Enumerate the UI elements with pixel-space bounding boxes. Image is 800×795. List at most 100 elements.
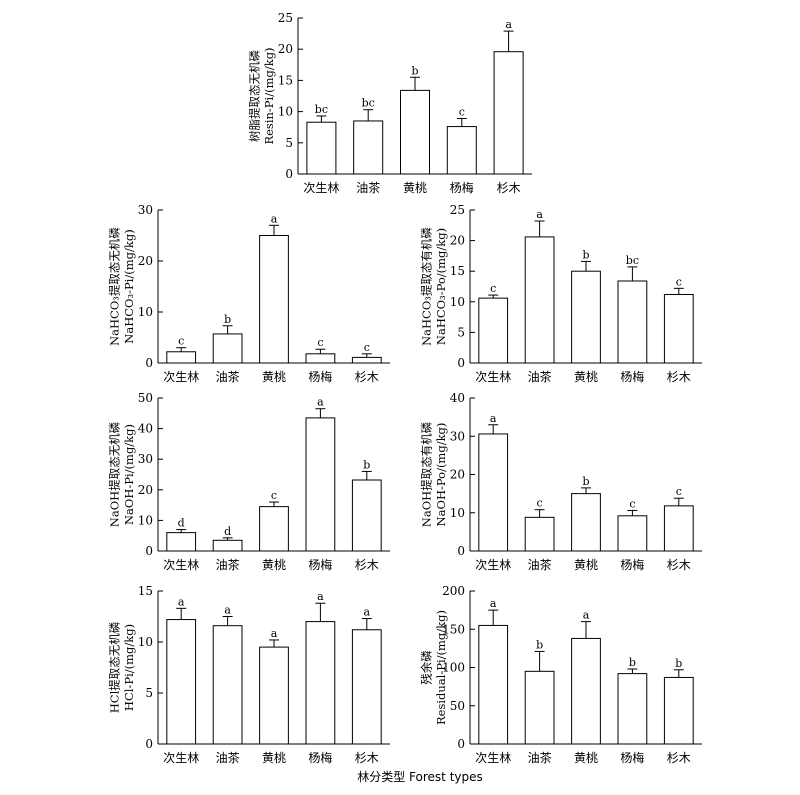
x-tick-label: 杨梅 bbox=[450, 180, 474, 195]
y-tick-label: 30 bbox=[138, 452, 153, 466]
y-tick-label: 0 bbox=[457, 544, 465, 558]
bar bbox=[353, 120, 384, 175]
bar bbox=[166, 351, 197, 364]
chart-panel-2: 0 10 20 30 c 次生林 b 油茶 a 黄桃 c 杨梅 c 杉木 NaHCO₃提取态无机磷NaHCO… bbox=[108, 203, 390, 384]
x-tick-label: 黄桃 bbox=[262, 369, 286, 384]
bar bbox=[663, 505, 694, 552]
y-tick-label: 10 bbox=[278, 105, 293, 119]
x-tick-label: 次生林 bbox=[475, 558, 511, 572]
y-axis-title-en: HCl-Pi/(mg/kg) bbox=[122, 624, 136, 711]
bar bbox=[617, 673, 648, 745]
bar bbox=[478, 297, 509, 364]
y-axis-title: NaOH提取态无机磷NaOH-Pi/(mg/kg) bbox=[108, 421, 136, 527]
y-tick-label: 0 bbox=[457, 356, 465, 370]
y-axis-title: NaHCO₃提取态无机磷NaHCO₃-Pi/(mg/kg) bbox=[108, 227, 136, 346]
bar bbox=[212, 539, 243, 552]
y-tick-label: 5 bbox=[285, 136, 293, 150]
bar bbox=[166, 619, 197, 745]
significance-letter: c bbox=[178, 335, 184, 348]
y-axis-title-cn: 树脂提取态无机磷 bbox=[248, 50, 262, 142]
y-tick-label: 50 bbox=[138, 391, 153, 405]
bar bbox=[493, 51, 524, 175]
x-tick-label: 杨梅 bbox=[308, 750, 332, 765]
bar bbox=[478, 624, 509, 745]
x-axis-title: 林分类型 Forest types bbox=[357, 770, 483, 784]
significance-letter: a bbox=[271, 627, 278, 640]
significance-letter: b bbox=[224, 313, 231, 326]
chart-panel-4: 0 10 20 30 40 50 d 次生林 d 油茶 c 黄桃 a 杨梅 b 杉木 NaOH提取态无机磷NaO… bbox=[108, 391, 390, 572]
y-tick-label: 20 bbox=[278, 42, 293, 56]
x-tick-label: 黄桃 bbox=[574, 557, 598, 572]
significance-letter: c bbox=[490, 282, 496, 295]
y-tick-label: 0 bbox=[145, 356, 153, 370]
y-tick-label: 20 bbox=[138, 483, 153, 497]
x-tick-label: 杉木 bbox=[497, 181, 521, 195]
bar bbox=[524, 670, 555, 745]
y-tick-label: 0 bbox=[457, 737, 465, 751]
x-tick-label: 杨梅 bbox=[620, 369, 644, 384]
y-tick-label: 5 bbox=[145, 686, 153, 700]
significance-letter: a bbox=[490, 597, 497, 610]
y-axis-title-en: Resin-Pi/(mg/kg) bbox=[262, 47, 276, 144]
significance-letter: c bbox=[271, 489, 277, 502]
chart-panel-7: 0 50 100 150 200 a 次生林 b 油茶 a 黄桃 b 杨梅 b 杉木 残余磷Residual-… bbox=[420, 584, 702, 765]
y-axis-title-cn: NaHCO₃提取态无机磷 bbox=[108, 227, 122, 346]
significance-letter: b bbox=[675, 657, 682, 670]
significance-letter: a bbox=[583, 609, 590, 622]
x-tick-label: 黄桃 bbox=[262, 557, 286, 572]
significance-letter: bc bbox=[626, 254, 639, 267]
y-tick-label: 150 bbox=[442, 622, 465, 636]
significance-letter: b bbox=[536, 638, 543, 651]
significance-letter: a bbox=[317, 590, 324, 603]
bar bbox=[306, 121, 337, 175]
significance-letter: b bbox=[582, 475, 589, 488]
x-tick-label: 油茶 bbox=[216, 750, 240, 765]
x-tick-label: 杨梅 bbox=[620, 557, 644, 572]
x-tick-label: 杉木 bbox=[667, 558, 691, 572]
chart-panel-6: 0 5 10 15 a 次生林 a 油茶 a 黄桃 a 杨梅 a 杉木 HCl提取态无机磷HCl-Pi/(m… bbox=[108, 584, 390, 765]
bar bbox=[259, 235, 289, 364]
x-tick-label: 油茶 bbox=[216, 557, 240, 572]
significance-letter: a bbox=[317, 396, 324, 409]
bar bbox=[617, 280, 648, 364]
significance-letter: a bbox=[505, 18, 512, 31]
significance-letter: b bbox=[363, 458, 370, 471]
bar bbox=[166, 532, 197, 552]
significance-letter: bc bbox=[315, 103, 328, 116]
y-axis-title: HCl提取态无机磷HCl-Pi/(mg/kg) bbox=[108, 621, 136, 713]
x-tick-label: 杨梅 bbox=[620, 750, 644, 765]
y-axis-title-en: NaHCO₃-Po/(mg/kg) bbox=[434, 228, 448, 345]
chart-panel-5: 0 10 20 30 40 a 次生林 c 油茶 b 黄桃 c 杨梅 c 杉木 NaOH提取态有机磷NaOH-… bbox=[420, 391, 702, 572]
x-tick-label: 杨梅 bbox=[308, 369, 332, 384]
y-tick-label: 50 bbox=[450, 699, 465, 713]
y-tick-label: 0 bbox=[285, 167, 293, 181]
significance-letter: c bbox=[364, 341, 370, 354]
y-tick-label: 10 bbox=[450, 295, 465, 309]
significance-letter: a bbox=[224, 604, 231, 617]
bar bbox=[305, 417, 336, 552]
y-axis-title-en: NaHCO₃-Pi/(mg/kg) bbox=[122, 229, 136, 343]
bar bbox=[571, 493, 601, 552]
x-tick-label: 次生林 bbox=[475, 751, 511, 765]
chart-panel-3: 0 5 10 15 20 25 c 次生林 a 油茶 b 黄桃 bc 杨梅 c 杉木 NaHCO₃提取态有机磷N… bbox=[420, 203, 702, 384]
bar bbox=[212, 625, 243, 745]
y-tick-label: 5 bbox=[457, 325, 465, 339]
y-axis-title-cn: NaOH提取态有机磷 bbox=[420, 421, 434, 527]
y-tick-label: 15 bbox=[450, 264, 465, 278]
y-axis-title-cn: NaHCO₃提取态有机磷 bbox=[420, 227, 434, 346]
chart-panel-1: 0 5 10 15 20 25 bc 次生林 bc 油茶 b 黄桃 c 杨梅 a 杉木 树脂提取态无机磷Resi… bbox=[248, 11, 532, 195]
y-tick-label: 10 bbox=[138, 305, 153, 319]
y-tick-label: 30 bbox=[138, 203, 153, 217]
y-tick-label: 20 bbox=[138, 254, 153, 268]
x-tick-label: 杉木 bbox=[355, 558, 379, 572]
y-tick-label: 15 bbox=[278, 73, 293, 87]
y-tick-label: 10 bbox=[450, 506, 465, 520]
x-tick-label: 油茶 bbox=[528, 369, 552, 384]
significance-letter: c bbox=[676, 275, 682, 288]
x-tick-label: 黄桃 bbox=[403, 180, 427, 195]
y-tick-label: 200 bbox=[442, 584, 465, 598]
bar bbox=[351, 629, 382, 745]
significance-letter: bc bbox=[362, 97, 375, 110]
bar bbox=[663, 293, 694, 364]
y-axis-title-en: Residual-Pi/(mg/kg) bbox=[434, 610, 448, 725]
